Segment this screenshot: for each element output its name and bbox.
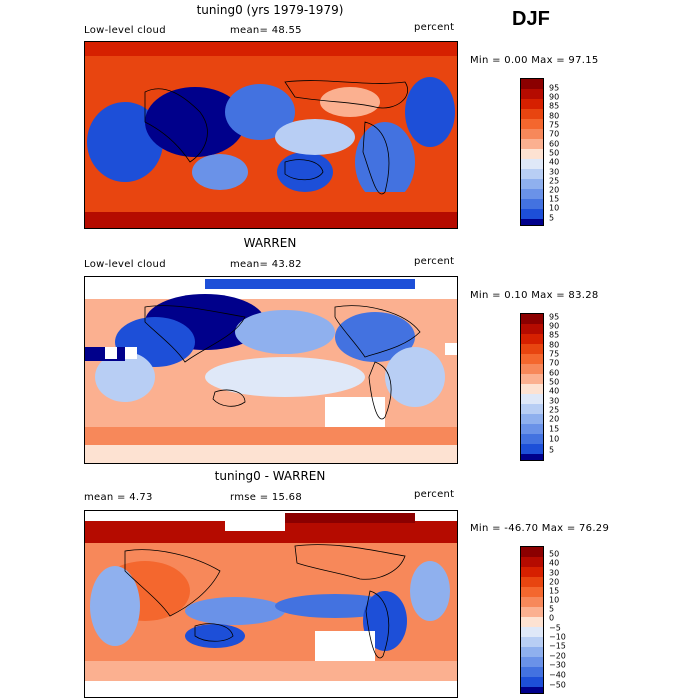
panel-2-units: percent bbox=[414, 256, 455, 267]
cbar-1-tick: 60 bbox=[549, 139, 560, 149]
cbar-1-tick: 20 bbox=[549, 185, 560, 195]
panel-3-missing-data bbox=[315, 631, 375, 666]
panel-2-variable: Low-level cloud bbox=[84, 259, 166, 270]
panel-1-minmax: Min = 0.00 Max = 97.15 bbox=[470, 55, 599, 66]
panel-3-units: percent bbox=[414, 489, 455, 500]
panel-1-samerica-blue bbox=[355, 122, 415, 202]
panel-3-tropics-blue bbox=[185, 597, 285, 625]
cbar-2-tick: 75 bbox=[549, 349, 560, 359]
panel-3-colorbar-ticks: 50 40 30 20 15 10 5 0 −5 −10 −15 −20 −30… bbox=[549, 546, 579, 692]
cbar-2-tick: 95 bbox=[549, 312, 560, 322]
panel-1-map bbox=[84, 41, 458, 229]
panel-2-americas-blue bbox=[335, 312, 415, 362]
panel-1-australia-blue bbox=[277, 152, 333, 192]
cbar-3-tick: 0 bbox=[549, 613, 555, 623]
cbar-1-tick: 95 bbox=[549, 83, 560, 93]
panel-2-mean: mean= 43.82 bbox=[230, 259, 302, 270]
panel-2-minmax: Min = 0.10 Max = 83.28 bbox=[470, 290, 599, 301]
cbar-2-tick: 80 bbox=[549, 340, 560, 350]
panel-1-units: percent bbox=[414, 22, 455, 33]
cbar-3-tick: −15 bbox=[549, 641, 566, 651]
panel-3-minmax: Min = -46.70 Max = 76.29 bbox=[470, 523, 610, 534]
cbar-1-tick: 40 bbox=[549, 157, 560, 167]
season-label: DJF bbox=[512, 8, 550, 30]
cbar-3-tick: 15 bbox=[549, 586, 560, 596]
panel-3-rmse: rmse = 15.68 bbox=[230, 492, 303, 503]
cbar-1-tick: 90 bbox=[549, 92, 560, 102]
panel-3-title: tuning0 - WARREN bbox=[214, 469, 326, 483]
cbar-2-tick: 30 bbox=[549, 396, 560, 406]
cbar-1-tick: 75 bbox=[549, 120, 560, 130]
panel-1-colorbar bbox=[520, 78, 544, 226]
cbar-3-tick: 50 bbox=[549, 549, 560, 559]
panel-2-colorbar bbox=[520, 313, 544, 461]
cbar-2-tick: 25 bbox=[549, 405, 560, 415]
cbar-3-tick: −20 bbox=[549, 651, 566, 661]
cbar-2-tick: 40 bbox=[549, 386, 560, 396]
panel-2-title: WARREN bbox=[243, 236, 297, 250]
cbar-2-tick: 5 bbox=[549, 445, 555, 455]
cbar-2-tick: 60 bbox=[549, 368, 560, 378]
cbar-3-tick: 20 bbox=[549, 577, 560, 587]
cbar-1-tick: 10 bbox=[549, 203, 560, 213]
panel-2-map bbox=[84, 276, 458, 464]
cbar-1-tick: 80 bbox=[549, 111, 560, 121]
cbar-2-tick: 20 bbox=[549, 414, 560, 424]
cbar-3-tick: −10 bbox=[549, 632, 566, 642]
panel-2-missing-data bbox=[325, 397, 385, 427]
cbar-2-tick: 70 bbox=[549, 358, 560, 368]
cbar-1-tick: 15 bbox=[549, 194, 560, 204]
cbar-1-tick: 50 bbox=[549, 148, 560, 158]
cbar-3-tick: −40 bbox=[549, 670, 566, 680]
panel-1-africa-blue bbox=[145, 87, 245, 157]
cbar-2-tick: 15 bbox=[549, 424, 560, 434]
panel-2-colorbar-ticks: 95 90 85 80 75 70 60 50 40 30 25 20 15 1… bbox=[549, 313, 579, 459]
panel-1-americas-blue bbox=[87, 102, 163, 182]
cbar-3-tick: 10 bbox=[549, 595, 560, 605]
cbar-1-tick: 70 bbox=[549, 129, 560, 139]
cbar-1-tick: 5 bbox=[549, 213, 555, 223]
cbar-2-tick: 10 bbox=[549, 434, 560, 444]
cbar-2-tick: 90 bbox=[549, 321, 560, 331]
cbar-3-tick: 5 bbox=[549, 604, 555, 614]
panel-1-variable: Low-level cloud bbox=[84, 25, 166, 36]
panel-1-title: tuning0 (yrs 1979-1979) bbox=[196, 3, 344, 17]
panel-3-arctic-red bbox=[85, 521, 457, 543]
panel-1-colorbar-ticks: 95 90 85 80 75 70 60 50 40 30 25 20 15 1… bbox=[549, 78, 579, 224]
panel-3-colorbar bbox=[520, 546, 544, 694]
cbar-2-tick: 50 bbox=[549, 377, 560, 387]
cbar-1-tick: 30 bbox=[549, 167, 560, 177]
panel-1-mean: mean= 48.55 bbox=[230, 25, 302, 36]
cbar-2-tick: 85 bbox=[549, 330, 560, 340]
cbar-3-tick: −5 bbox=[549, 623, 561, 633]
cbar-3-tick: −50 bbox=[549, 680, 566, 690]
cbar-1-tick: 85 bbox=[549, 101, 560, 111]
cbar-3-tick: 40 bbox=[549, 558, 560, 568]
panel-3-mean: mean = 4.73 bbox=[84, 492, 153, 503]
cbar-3-tick: 30 bbox=[549, 568, 560, 578]
cbar-3-tick: −30 bbox=[549, 660, 566, 670]
cbar-1-tick: 25 bbox=[549, 176, 560, 186]
panel-3-map bbox=[84, 510, 458, 698]
